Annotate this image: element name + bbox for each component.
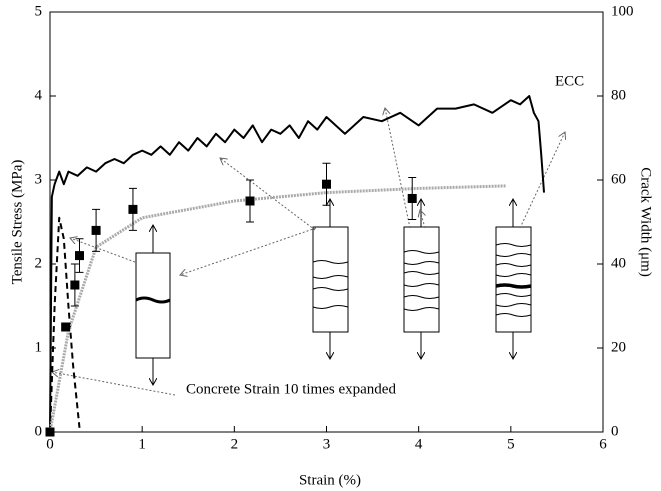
y2-axis-label: Crack Width (μm) — [638, 167, 654, 277]
y2-tick-label: 80 — [611, 87, 626, 103]
x-tick-label: 3 — [323, 436, 331, 452]
y-axis-label: Tensile Stress (MPa) — [9, 160, 25, 285]
leader-lines — [52, 108, 565, 396]
annotation: Concrete Strain 10 times expanded — [186, 381, 396, 397]
marker — [70, 280, 80, 290]
y-tick-label: 5 — [35, 3, 43, 19]
y-tick-label: 4 — [35, 87, 43, 103]
marker — [245, 196, 255, 206]
y-tick-label: 3 — [35, 171, 43, 187]
series-line — [49, 216, 81, 433]
marker — [74, 251, 84, 261]
marker — [45, 427, 55, 437]
y2-tick-label: 60 — [611, 171, 626, 187]
x-tick-label: 5 — [507, 436, 515, 452]
series-line — [48, 184, 507, 433]
x-tick-label: 6 — [599, 436, 607, 452]
marker — [407, 193, 417, 203]
x-tick-label: 1 — [138, 436, 146, 452]
y2-tick-label: 40 — [611, 255, 626, 271]
y2-tick-label: 20 — [611, 339, 626, 355]
y-tick-label: 2 — [35, 255, 43, 271]
annotation: ECC — [555, 73, 584, 89]
series-line — [49, 95, 546, 433]
x-tick-label: 4 — [415, 436, 423, 452]
x-tick-label: 2 — [231, 436, 239, 452]
x-axis-label: Strain (%) — [299, 472, 361, 488]
y-tick-label: 0 — [35, 423, 43, 439]
marker — [61, 322, 71, 332]
y2-tick-label: 100 — [611, 3, 634, 19]
marker — [322, 179, 331, 189]
x-tick-label: 0 — [46, 436, 54, 452]
crack-diagrams — [135, 199, 532, 385]
y-tick-label: 1 — [35, 339, 43, 355]
marker — [128, 204, 138, 214]
marker — [91, 225, 101, 235]
y2-tick-label: 0 — [611, 423, 619, 439]
